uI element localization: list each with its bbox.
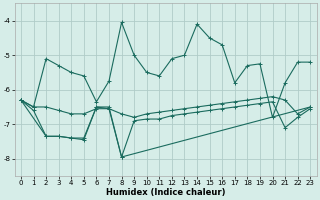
X-axis label: Humidex (Indice chaleur): Humidex (Indice chaleur) (106, 188, 225, 197)
